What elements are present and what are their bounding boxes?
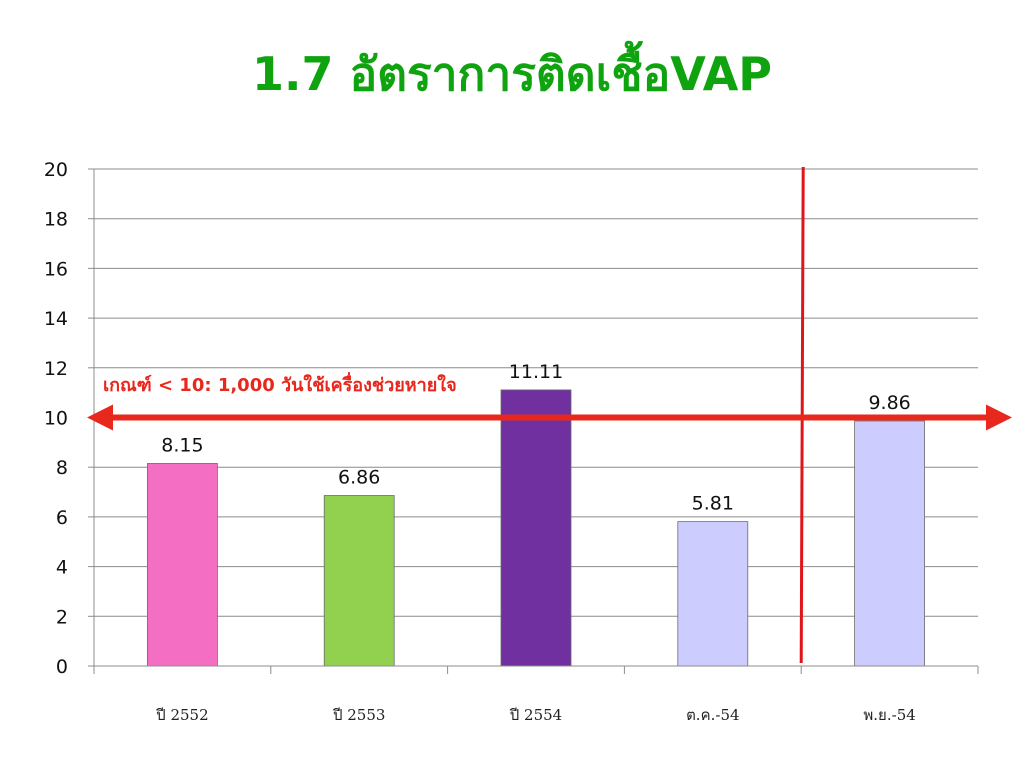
category-label-1: ปี 2553 bbox=[332, 706, 385, 724]
overlay-layer: เกณฑ์ < 10: 1,000 วันใช้เครื่องช่วยหายใจ bbox=[87, 166, 1012, 664]
bars-layer bbox=[146, 389, 925, 667]
threshold-label: เกณฑ์ < 10: 1,000 วันใช้เครื่องช่วยหายใจ bbox=[103, 372, 457, 396]
y-tick-label-2: 2 bbox=[56, 606, 68, 628]
category-label-4: พ.ย.-54 bbox=[863, 706, 915, 724]
labels-layer: 0 2 4 6 8 10 12 14 16 18 20 8.15 ปี 2552 6.86 ปี 2553 1… bbox=[44, 159, 916, 724]
slide-title: 1.7 อัตราการติดเชื้อVAP bbox=[251, 47, 773, 101]
bar-0 bbox=[146, 463, 218, 667]
y-tick-label-20: 20 bbox=[44, 159, 68, 181]
y-tick-label-8: 8 bbox=[56, 457, 68, 479]
threshold-arrowhead-left bbox=[87, 404, 113, 431]
data-label-2: 11.11 bbox=[509, 361, 563, 383]
bar-1 bbox=[323, 495, 395, 667]
bar-3 bbox=[677, 521, 749, 667]
threshold-arrowhead-right bbox=[986, 404, 1012, 431]
category-label-3: ต.ค.-54 bbox=[686, 706, 739, 724]
data-label-1: 6.86 bbox=[338, 467, 380, 489]
data-label-4: 9.86 bbox=[868, 392, 910, 414]
y-tick-label-4: 4 bbox=[56, 557, 68, 579]
category-label-2: ปี 2554 bbox=[509, 706, 562, 724]
bar-2 bbox=[500, 389, 572, 667]
bar-4 bbox=[854, 420, 925, 667]
y-tick-label-18: 18 bbox=[44, 209, 68, 231]
data-label-3: 5.81 bbox=[692, 493, 734, 515]
y-tick-label-0: 0 bbox=[56, 656, 68, 678]
y-tick-label-16: 16 bbox=[44, 258, 68, 280]
y-tick-label-6: 6 bbox=[56, 507, 68, 529]
y-tick-label-12: 12 bbox=[44, 358, 68, 380]
data-label-0: 8.15 bbox=[161, 434, 203, 456]
category-label-0: ปี 2552 bbox=[155, 706, 208, 724]
y-tick-label-14: 14 bbox=[44, 308, 68, 330]
y-tick-label-10: 10 bbox=[44, 408, 68, 430]
